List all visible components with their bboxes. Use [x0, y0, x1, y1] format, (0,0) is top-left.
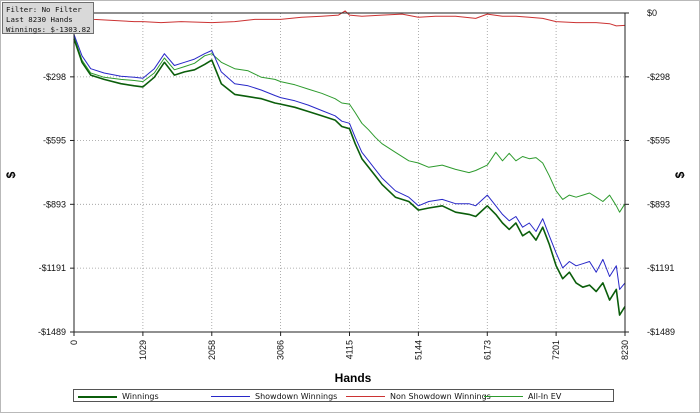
- y-axis-title-left: $: [4, 171, 18, 178]
- x-tick-label: 5144: [413, 340, 423, 360]
- y-tick-label: -$1191: [647, 263, 674, 273]
- legend-label: All-In EV: [528, 392, 562, 401]
- y-tick-label: -$893: [647, 199, 670, 209]
- legend-label: Winnings: [122, 392, 159, 401]
- legend-item-allin-ev: All-In EV: [484, 391, 561, 402]
- legend-swatch: [211, 396, 250, 397]
- x-tick-label: 7201: [551, 340, 561, 360]
- grid-lines: [73, 12, 626, 333]
- x-tick-label: 4115: [345, 340, 355, 359]
- series-lines: [73, 10, 626, 316]
- y-tick-label: -$298: [43, 72, 66, 82]
- y-tick-label: -$1191: [39, 263, 66, 273]
- legend-item-non-showdown: Non Showdown Winnings: [346, 391, 491, 402]
- chart-legend: Winnings Showdown Winnings Non Showdown …: [73, 389, 614, 402]
- legend-swatch: [78, 395, 117, 398]
- legend-label: Showdown Winnings: [255, 392, 338, 401]
- series-line-non-showdown-winnings: [73, 10, 626, 27]
- series-line-showdown-winnings: [73, 34, 626, 290]
- x-axis-title: Hands: [335, 371, 372, 385]
- x-tick-label: 0: [69, 340, 79, 345]
- y-tick-labels-right: $0 -$298 -$595 -$893 -$1191 -$1489: [647, 8, 675, 337]
- series-line-winnings: [73, 38, 626, 316]
- hands-count-text: Last 8230 Hands: [6, 15, 73, 24]
- legend-item-showdown: Showdown Winnings: [211, 391, 337, 402]
- y-tick-label: -$595: [43, 135, 66, 145]
- y-tick-label: -$298: [647, 72, 670, 82]
- y-tick-labels-left: $0-$298-$595-$893-$1191-$1489: [38, 8, 66, 337]
- y-tick-label: -$1489: [38, 327, 66, 337]
- filter-text: Filter: No Filter: [6, 5, 82, 14]
- x-tick-label: 6173: [482, 340, 492, 360]
- x-tick-label: 2058: [207, 340, 217, 360]
- legend-label: Non Showdown Winnings: [390, 392, 491, 401]
- x-tick-label: 1029: [138, 340, 148, 360]
- y-tick-label: -$893: [43, 199, 66, 209]
- y-tick-label: -$1489: [647, 327, 675, 337]
- legend-swatch: [346, 396, 385, 397]
- legend-item-winnings: Winnings: [78, 391, 159, 402]
- x-tick-labels: 0 1029 2058 3086 4115 5144 6173 7201 8230: [69, 340, 630, 360]
- y-tick-label: -$595: [647, 135, 670, 145]
- x-tick-label: 8230: [620, 340, 630, 360]
- stats-info-box: Filter: No Filter Last 8230 Hands Winnin…: [2, 2, 94, 34]
- y-axis-title-right: $: [673, 171, 687, 178]
- y-tick-label: $0: [647, 8, 657, 18]
- series-line-all-in-ev: [73, 36, 626, 213]
- winnings-total-text: Winnings: $-1303.82: [6, 25, 91, 34]
- x-tick-label: 3086: [276, 340, 286, 360]
- legend-swatch: [484, 396, 523, 397]
